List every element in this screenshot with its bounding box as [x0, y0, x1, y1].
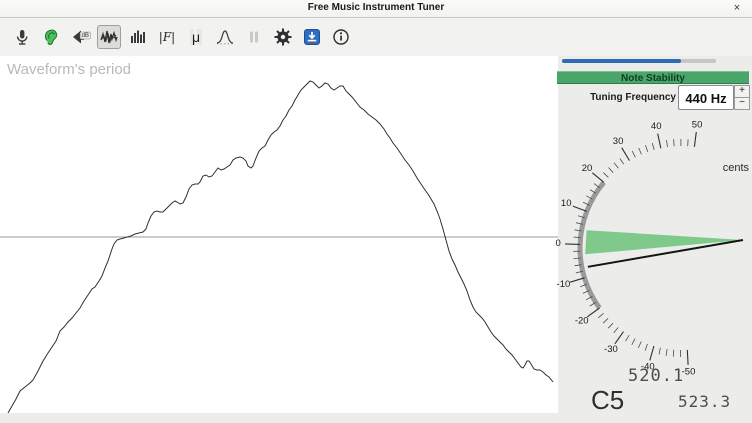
note-name-readout: C5: [591, 385, 625, 415]
waveform-view-button[interactable]: [97, 25, 121, 49]
target-frequency-readout: 523.3: [678, 392, 732, 411]
waveform-title: Waveform's period: [7, 61, 132, 78]
bars-icon: [131, 30, 145, 43]
settings-button[interactable]: [271, 25, 295, 49]
distribution-view-button[interactable]: [213, 25, 237, 49]
microphone-button[interactable]: [10, 25, 34, 49]
cents-unit-label: cents: [722, 162, 749, 174]
volume-db-button[interactable]: dB: [68, 25, 92, 49]
tuning-frequency-label: Tuning Frequency: [590, 92, 676, 103]
mu-icon: μ: [189, 29, 203, 45]
volume-progress-bar: [562, 59, 716, 63]
info-icon: [333, 29, 349, 45]
volume-progress-fill: [562, 59, 681, 63]
gear-icon: [274, 28, 292, 46]
svg-text:-30: -30: [604, 344, 618, 355]
spin-down-button[interactable]: −: [734, 98, 750, 110]
svg-text:30: 30: [613, 136, 624, 147]
statistics-view-button[interactable]: μ: [184, 25, 208, 49]
fourier-view-button[interactable]: |F|: [155, 25, 179, 49]
ear-logo-icon: [45, 29, 58, 45]
svg-text:0: 0: [555, 238, 560, 249]
spin-up-button[interactable]: +: [734, 85, 750, 98]
window-title: Free Music Instrument Tuner: [307, 2, 445, 13]
tuning-frequency-stepper: + −: [734, 85, 750, 110]
note-stability-bar: Note Stability: [557, 71, 749, 84]
tuner-panel: Note Stability Tuning Frequency 440 Hz +…: [555, 56, 752, 423]
svg-text:-40: -40: [641, 362, 655, 373]
tuning-frequency-input[interactable]: 440 Hz: [678, 85, 734, 110]
harmonics-view-button[interactable]: [126, 25, 150, 49]
svg-text:40: 40: [651, 121, 662, 132]
svg-text:-20: -20: [575, 315, 589, 326]
svg-text:-10: -10: [557, 279, 571, 290]
cents-gauge: -50 -40 -30 -20 -10 0 10 20 30 40 50: [555, 119, 744, 377]
svg-text:50: 50: [692, 119, 703, 130]
waveform-display: Waveform's period: [0, 56, 558, 413]
save-button[interactable]: [300, 25, 324, 49]
toolbar: dB |F| μ: [0, 18, 752, 56]
microphone-icon: [16, 30, 28, 45]
pause-button[interactable]: [242, 25, 266, 49]
fourier-icon: |F|: [158, 30, 176, 44]
measured-frequency-readout: 520.1: [628, 366, 685, 386]
ear-logo-button[interactable]: [39, 25, 63, 49]
title-bar: Free Music Instrument Tuner ×: [0, 0, 752, 18]
svg-text:20: 20: [582, 163, 593, 174]
about-button[interactable]: [329, 25, 353, 49]
svg-text:-50: -50: [682, 366, 696, 377]
svg-text:10: 10: [561, 198, 572, 209]
save-icon: [304, 29, 320, 45]
waveform-plot: [0, 80, 558, 413]
gaussian-curve-icon: [216, 30, 234, 45]
db-badge: dB: [80, 31, 92, 40]
close-icon[interactable]: ×: [733, 2, 741, 14]
pause-icon: [250, 31, 258, 43]
waveform-icon: [100, 30, 118, 44]
